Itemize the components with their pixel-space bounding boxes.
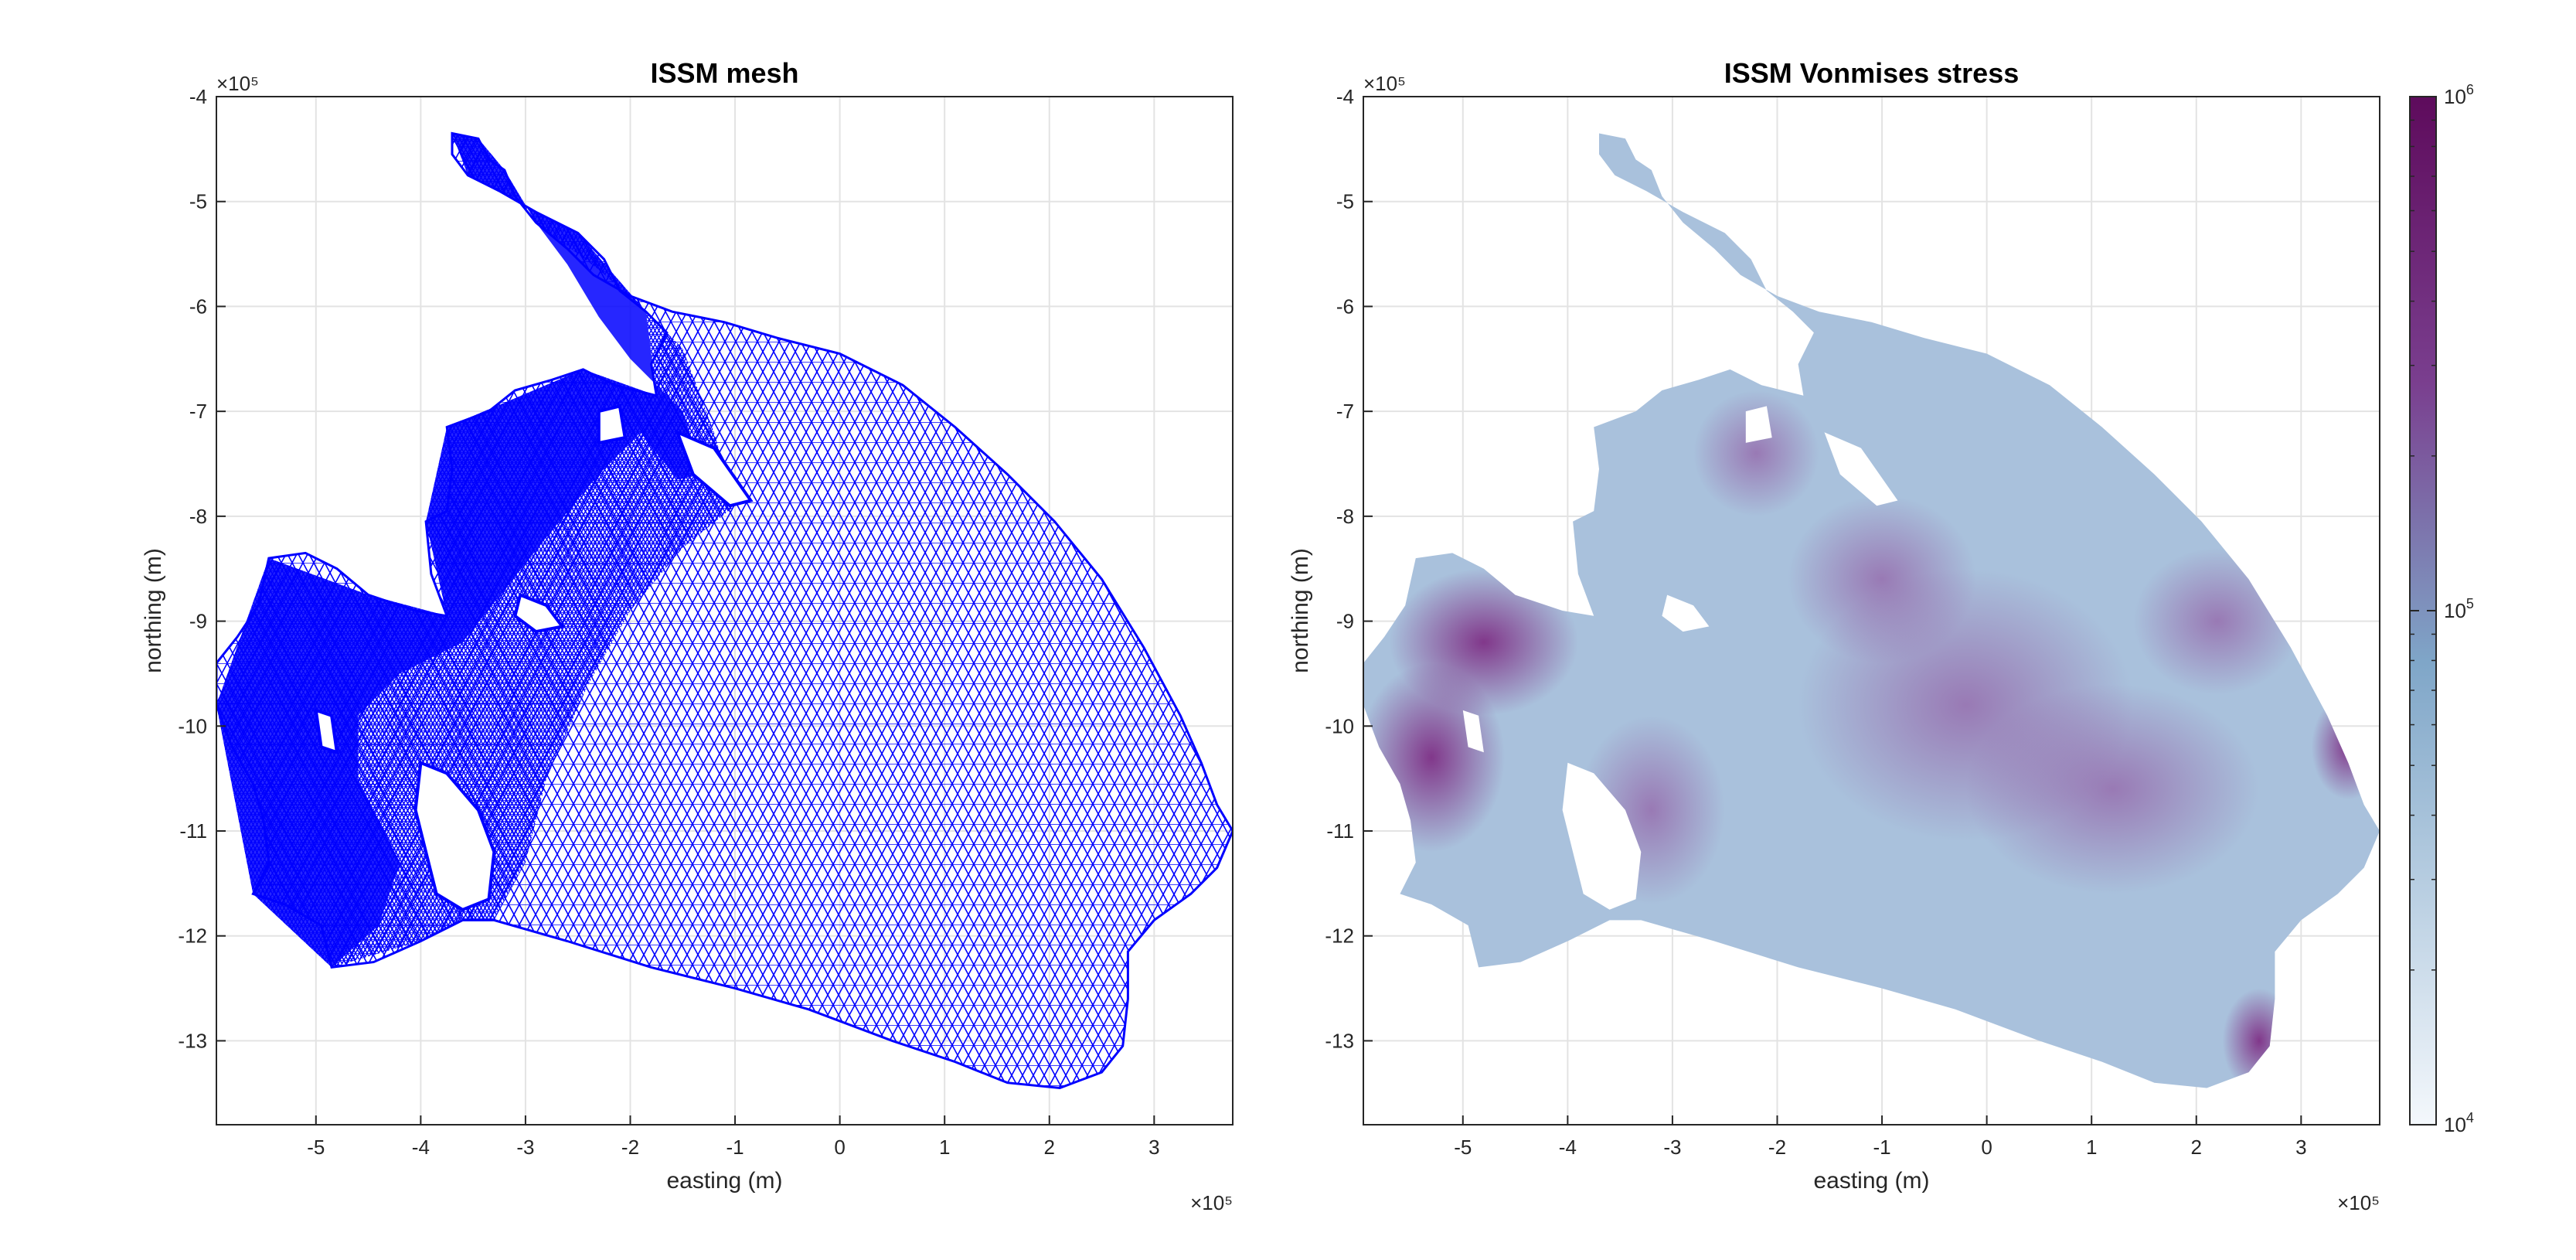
mesh-holes (314, 404, 754, 912)
stress-y-tick-label: -13 (1325, 1029, 1354, 1052)
stress-x-tick-label: 0 (1981, 1136, 1992, 1159)
stress-x-tick-label: -3 (1663, 1136, 1681, 1159)
mesh-x-label: easting (m) (666, 1168, 782, 1194)
colorbar-tick-label: 106 (2444, 82, 2474, 108)
mesh-y-tick-label: -13 (178, 1029, 207, 1052)
mesh-y-tick-label: -8 (189, 505, 207, 528)
mesh-x-tick-label: -1 (726, 1136, 744, 1159)
stress-y-tick-label: -6 (1336, 295, 1354, 318)
stress-hotspot (1788, 495, 1977, 663)
stress-y-exponent: ×10⁵ (1363, 72, 1406, 95)
stress-panel: -5 -4 -3 -2 -1 0 1 2 3 -4-5-6-7-8-9-10-11-12-13 … (1288, 57, 2474, 1214)
mesh-x-tick-label: 3 (1148, 1136, 1159, 1159)
stress-x-tick-label: -2 (1768, 1136, 1786, 1159)
mesh-y-tick-label: -9 (189, 610, 207, 633)
mesh-x-tick-label: -3 (516, 1136, 534, 1159)
stress-title: ISSM Vonmises stress (1724, 57, 2020, 89)
mesh-x-tick-label: -4 (412, 1136, 430, 1159)
stress-x-exponent: ×10⁵ (2337, 1191, 2380, 1214)
mesh-y-tick-label: -10 (178, 714, 207, 737)
mesh-axes-box (216, 96, 1234, 1125)
mesh-y-tick-label: -12 (178, 925, 207, 948)
stress-axes-box (1363, 96, 2380, 1125)
stress-y-tick-label: -7 (1336, 400, 1354, 423)
stress-y-label: northing (m) (1288, 548, 1313, 673)
mesh-body (216, 131, 1233, 1090)
stress-y-tick-label: -5 (1336, 190, 1354, 213)
stress-x-tick-label: -1 (1873, 1136, 1890, 1159)
mesh-y-tick-label: -6 (189, 295, 207, 318)
stress-y-tick-label: -12 (1325, 925, 1354, 948)
mesh-x-tick-label: 2 (1044, 1136, 1055, 1159)
mesh-y-tick-label: -5 (189, 190, 207, 213)
mesh-y-exponent: ×10⁵ (216, 72, 259, 95)
mesh-y-ticks: -4 -5 -6 -7 -8 -9 -10 -11 -12 -13 (178, 85, 226, 1052)
stress-x-tick-label: 3 (2295, 1136, 2306, 1159)
stress-hotspot (1693, 390, 1819, 516)
stress-holes (1462, 406, 1898, 910)
colorbar-tick-label: 104 (2444, 1110, 2474, 1136)
mesh-x-tick-label: 1 (939, 1136, 950, 1159)
mesh-title: ISSM mesh (650, 57, 798, 89)
colorbar-ticks: 106 105 104 (2410, 82, 2474, 1136)
stress-x-tick-label: -4 (1559, 1136, 1577, 1159)
mesh-x-tick-label: -2 (621, 1136, 639, 1159)
mesh-y-label: northing (m) (141, 548, 166, 673)
stress-y-tick-label: -8 (1336, 505, 1354, 528)
mesh-x-tick-label: -5 (307, 1136, 325, 1159)
stress-hotspot (1965, 684, 2260, 894)
mesh-coastline-dense (216, 133, 704, 968)
stress-x-tick-label: 1 (2086, 1136, 2097, 1159)
mesh-y-tick-label: -11 (179, 819, 207, 843)
mesh-x-tick-label: 0 (834, 1136, 845, 1159)
mesh-x-exponent: ×10⁵ (1190, 1191, 1233, 1214)
stress-body (1363, 133, 2380, 1088)
stress-x-label: easting (m) (1813, 1168, 1929, 1194)
stress-y-tick-label: -10 (1325, 714, 1354, 737)
colorbar-tick-label: 105 (2444, 596, 2474, 622)
stress-x-tick-label: -5 (1454, 1136, 1472, 1159)
mesh-y-tick-label: -4 (189, 85, 207, 108)
stress-y-tick-label: -4 (1336, 85, 1354, 108)
stress-x-ticks: -5 -4 -3 -2 -1 0 1 2 3 (1454, 1115, 2307, 1159)
stress-y-tick-label: -11 (1326, 819, 1354, 843)
mesh-x-ticks: -5 -4 -3 -2 -1 0 1 2 3 (307, 1115, 1160, 1159)
stress-y-ticks: -4 -5 -6 -7 -8 -9 -10 -11 -12 -13 (1325, 85, 1373, 1052)
mesh-y-tick-label: -7 (189, 400, 207, 423)
mesh-panel: -5 -4 -3 -2 -1 0 1 2 3 -4-5-6-7-8-9-10-11-12-13 … (141, 57, 1234, 1214)
stress-x-tick-label: 2 (2191, 1136, 2202, 1159)
stress-y-tick-label: -9 (1336, 610, 1354, 633)
stress-hotspot (2207, 432, 2333, 516)
stress-hotspot (2311, 694, 2380, 800)
stress-hotspot (1363, 662, 1506, 853)
